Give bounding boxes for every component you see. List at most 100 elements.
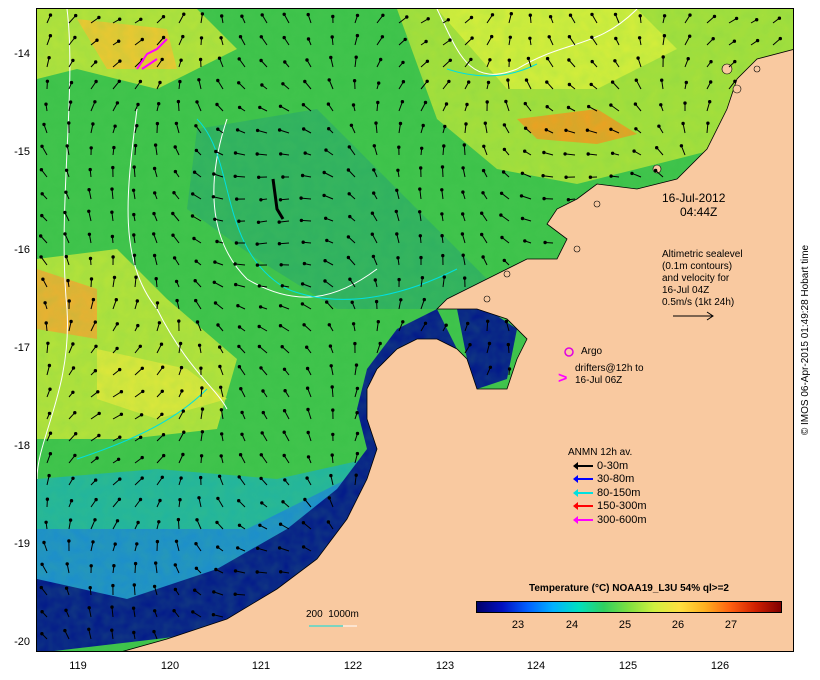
velocity-arrow-head (233, 262, 237, 266)
velocity-arrow-head (488, 58, 492, 62)
velocity-arrow-head (87, 188, 91, 192)
velocity-arrow-head (488, 365, 493, 369)
velocity-arrow-head (259, 58, 263, 63)
velocity-arrow-head (567, 58, 571, 62)
velocity-arrow-head (113, 542, 117, 546)
velocity-arrow-head (419, 255, 423, 260)
velocity-arrow-head (66, 278, 70, 283)
velocity-arrow-head (481, 191, 485, 195)
velocity-arrow-head (300, 282, 305, 286)
velocity-arrow-head (282, 367, 287, 371)
velocity-arrow-head (306, 12, 310, 17)
velocity-arrow-head (283, 478, 287, 482)
velocity-arrow-head (258, 305, 263, 309)
velocity-arrow-head (401, 80, 406, 84)
isobath-label: 200 1000m (306, 609, 359, 620)
velocity-arrow-head (688, 13, 692, 17)
velocity-arrow-head (172, 609, 176, 613)
velocity-arrow-head (64, 608, 68, 612)
velocity-arrow-head (396, 168, 400, 173)
velocity-arrow-head (67, 121, 71, 125)
velocity-arrow-head (255, 152, 259, 156)
velocity-arrow-head (706, 121, 710, 125)
velocity-arrow-head (257, 284, 262, 288)
velocity-arrow-head (220, 14, 224, 18)
velocity-arrow-head (282, 35, 286, 40)
velocity-arrow-head (520, 171, 525, 176)
velocity-arrow-head (544, 128, 548, 132)
velocity-arrow-head (327, 323, 331, 327)
velocity-arrow-head (509, 11, 513, 16)
velocity-arrow-head (190, 214, 195, 218)
velocity-arrow-head (161, 35, 166, 40)
velocity-arrow-head (302, 261, 307, 266)
velocity-arrow-head (93, 518, 97, 522)
velocity-arrow-head (734, 16, 739, 21)
lon-label: 123 (435, 660, 455, 672)
velocity-arrow-head (371, 254, 376, 259)
velocity-arrow-head (376, 320, 380, 324)
velocity-arrow-head (636, 56, 640, 60)
colorbar-gradient (476, 601, 782, 613)
velocity-arrow-head (40, 632, 44, 636)
velocity-arrow-head (461, 212, 465, 216)
velocity-arrow-head (733, 59, 737, 64)
velocity-arrow-head (178, 341, 183, 346)
velocity-arrow-head (40, 192, 44, 196)
velocity-arrow-head (94, 478, 98, 482)
velocity-arrow-head (277, 220, 281, 224)
velocity-arrow-head (323, 259, 327, 263)
velocity-arrow-head (138, 497, 143, 502)
velocity-arrow-head (259, 198, 263, 202)
velocity-arrow-head (259, 453, 264, 457)
velocity-arrow-head (395, 188, 399, 193)
velocity-arrow-head (258, 523, 262, 527)
lat-label: -15 (14, 146, 30, 158)
velocity-arrow-head (610, 80, 615, 84)
velocity-arrow-head (40, 562, 44, 566)
velocity-arrow-head (89, 277, 94, 281)
velocity-arrow-head (112, 145, 116, 150)
velocity-arrow-head (425, 59, 430, 63)
velocity-arrow-head (240, 432, 244, 436)
velocity-arrow-head (683, 101, 687, 105)
colorbar-tick: 26 (671, 619, 685, 631)
velocity-arrow-head (444, 102, 449, 106)
velocity-arrow-head (563, 152, 567, 156)
velocity-arrow-head (568, 13, 573, 17)
velocity-arrow-head (134, 275, 138, 279)
land-mass (122, 49, 793, 651)
velocity-arrow-head (119, 390, 124, 394)
velocity-arrow-head (401, 60, 405, 65)
velocity-arrow-head (732, 39, 737, 43)
anmn-legend-row: 150-300m (573, 500, 647, 513)
velocity-arrow-head (174, 121, 179, 126)
velocity-arrow-head (152, 584, 157, 589)
velocity-arrow-head (256, 220, 261, 225)
velocity-arrow-head (585, 128, 590, 132)
velocity-arrow-head (182, 12, 186, 16)
velocity-arrow-head (214, 149, 218, 154)
velocity-arrow-head (303, 79, 307, 84)
velocity-arrow-head (420, 276, 425, 280)
velocity-arrow-head (213, 260, 217, 264)
velocity-arrow-head (394, 209, 398, 214)
velocity-arrow-head (303, 151, 307, 155)
isobath-contours (76, 63, 538, 460)
velocity-arrow-head (326, 520, 331, 524)
velocity-arrow-head (299, 218, 304, 223)
velocity-arrow-head (329, 473, 333, 478)
velocity-arrow-head (194, 124, 198, 128)
velocity-arrow-head (348, 277, 352, 281)
velocity-arrow-head (48, 452, 53, 456)
velocity-arrow-head (112, 275, 117, 280)
lat-label: -17 (14, 342, 30, 354)
velocity-arrow-head (504, 319, 509, 324)
velocity-arrow-head (220, 432, 224, 436)
velocity-arrow-head (172, 256, 177, 260)
velocity-arrow-head (176, 517, 181, 522)
lon-label: 120 (160, 660, 180, 672)
velocity-arrow-head (158, 498, 162, 503)
velocity-arrow-head (543, 240, 547, 245)
anmn-legend-label: 300-600m (597, 513, 647, 526)
